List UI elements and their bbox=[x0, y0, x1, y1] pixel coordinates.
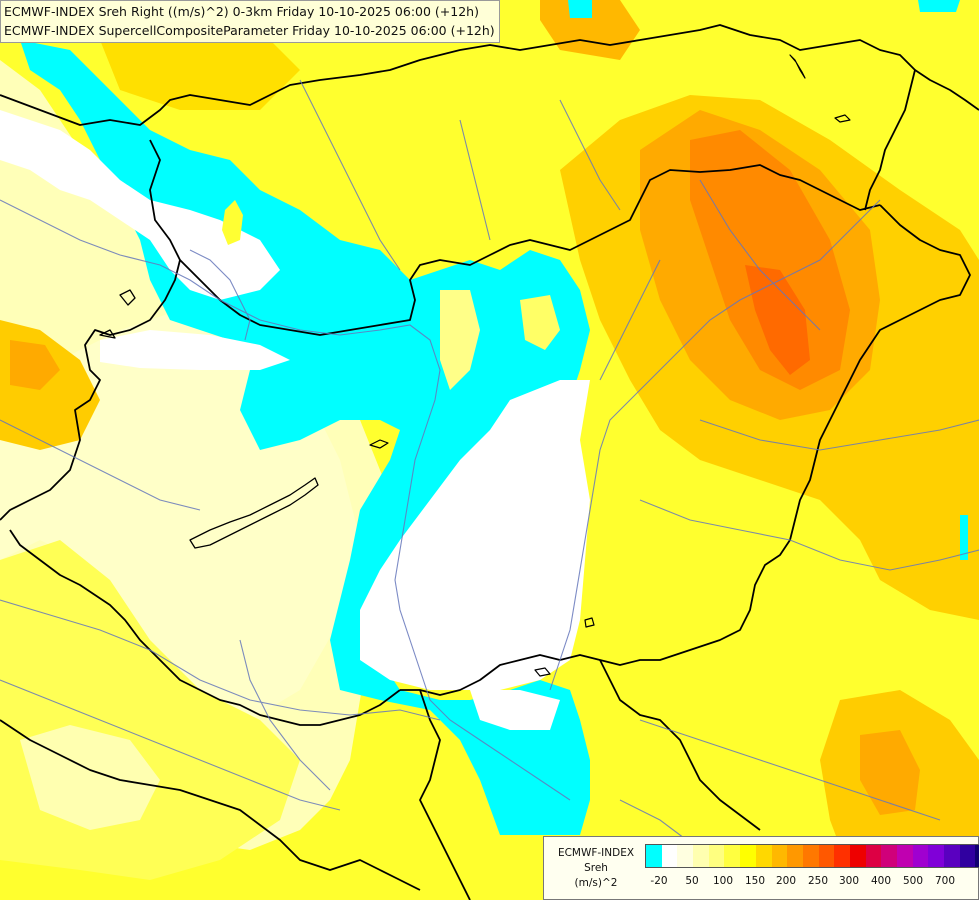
border-croatia-bosnia bbox=[0, 719, 421, 891]
red-orange-core bbox=[745, 265, 810, 375]
legend-tick-label: 700 bbox=[934, 875, 956, 887]
color-legend: ECMWF-INDEX Sreh (m/s)^2 -20 50 100 150 200 2… bbox=[543, 836, 979, 900]
legend-swatch bbox=[928, 845, 945, 867]
orange-core-west bbox=[10, 340, 60, 390]
border-lake-outline bbox=[189, 477, 319, 549]
river-west-2 bbox=[239, 639, 331, 791]
legend-swatch bbox=[849, 845, 866, 867]
white-strip-west bbox=[100, 330, 290, 370]
legend-title-line2: Sreh bbox=[584, 862, 608, 874]
legend-swatch bbox=[897, 845, 913, 867]
legend-swatch bbox=[818, 845, 835, 867]
border-hungary-croatia bbox=[9, 529, 401, 726]
river-south-1 bbox=[639, 719, 941, 821]
legend-swatch bbox=[959, 845, 976, 867]
river-east-1 bbox=[699, 179, 821, 331]
white-region-center bbox=[360, 380, 590, 690]
legend-swatch bbox=[677, 845, 694, 867]
border-northwest-chain bbox=[99, 289, 136, 339]
orange-core-southeast bbox=[860, 730, 920, 815]
title-line-sreh: ECMWF-INDEX Sreh Right ((m/s)^2) 0-3km F… bbox=[4, 4, 479, 19]
river-danube bbox=[0, 199, 571, 801]
legend-tick-label: 100 bbox=[712, 875, 734, 887]
legend-swatch bbox=[708, 845, 725, 867]
legend-swatch bbox=[661, 845, 678, 867]
river-southwest bbox=[0, 679, 341, 811]
legend-swatch bbox=[944, 845, 960, 867]
legend-tick-label: 200 bbox=[775, 875, 797, 887]
legend-swatch bbox=[834, 845, 850, 867]
border-hungary-slovakia bbox=[179, 164, 881, 336]
river-east-2 bbox=[639, 499, 979, 571]
legend-tick-label: 150 bbox=[744, 875, 766, 887]
legend-tick-label: 50 bbox=[685, 875, 699, 887]
legend-color-bar bbox=[645, 844, 979, 868]
legend-swatch bbox=[865, 845, 882, 867]
cyan-patch-east-edge bbox=[960, 515, 968, 560]
legend-tick-label: 500 bbox=[902, 875, 924, 887]
legend-swatch bbox=[755, 845, 772, 867]
border-east-romania bbox=[914, 69, 979, 111]
light-patch-south bbox=[20, 725, 160, 830]
lake-small bbox=[369, 439, 389, 449]
river-northwest bbox=[189, 249, 251, 341]
legend-tick-label: -20 bbox=[650, 875, 668, 887]
border-serbia-romania bbox=[599, 659, 761, 831]
title-line-scp: ECMWF-INDEX SupercellCompositeParameter … bbox=[4, 23, 495, 38]
river-west-1 bbox=[0, 419, 201, 511]
river-east-3 bbox=[699, 419, 979, 451]
river-north-2 bbox=[459, 119, 491, 241]
legend-tick-label: 250 bbox=[807, 875, 829, 887]
yellow-island-north bbox=[222, 200, 243, 245]
legend-tick-labels: -20 50 100 150 200 250 300 400 500 700 bbox=[645, 875, 975, 889]
river-north-1 bbox=[299, 79, 401, 271]
country-borders bbox=[0, 24, 979, 900]
border-north bbox=[0, 24, 916, 211]
legend-swatch bbox=[693, 845, 709, 867]
legend-title-line1: ECMWF-INDEX bbox=[557, 847, 635, 859]
river-central-east bbox=[599, 259, 661, 381]
cyan-patch-northeast-corner bbox=[918, 0, 960, 12]
lake-south bbox=[534, 617, 595, 677]
river-north-3 bbox=[559, 99, 621, 211]
legend-swatch bbox=[740, 845, 756, 867]
legend-swatch bbox=[787, 845, 803, 867]
legend-swatch bbox=[881, 845, 897, 867]
legend-swatch bbox=[646, 845, 662, 867]
legend-swatch bbox=[912, 845, 929, 867]
legend-swatch bbox=[975, 845, 979, 867]
legend-swatch bbox=[724, 845, 741, 867]
cyan-patch-northeast bbox=[568, 0, 592, 18]
legend-swatch bbox=[802, 845, 819, 867]
yellow-island-central bbox=[440, 290, 480, 390]
legend-title: ECMWF-INDEX Sreh (m/s)^2 bbox=[548, 846, 644, 891]
dark-orange-core bbox=[690, 130, 850, 390]
legend-tick-label: 300 bbox=[838, 875, 860, 887]
legend-tick-label: 400 bbox=[870, 875, 892, 887]
lake-north bbox=[789, 54, 806, 79]
border-hungary-north bbox=[0, 139, 181, 521]
yellow-island-center-right bbox=[520, 295, 560, 350]
border-croatia-serbia bbox=[419, 689, 471, 900]
river-drava bbox=[0, 599, 441, 721]
legend-swatch bbox=[771, 845, 788, 867]
white-patch-south bbox=[470, 690, 560, 730]
map-title-box: ECMWF-INDEX Sreh Right ((m/s)^2) 0-3km F… bbox=[0, 0, 500, 43]
legend-title-line3: (m/s)^2 bbox=[574, 877, 618, 889]
lake-east-small bbox=[834, 114, 851, 123]
white-region-northwest bbox=[0, 110, 280, 300]
rivers bbox=[0, 79, 979, 900]
